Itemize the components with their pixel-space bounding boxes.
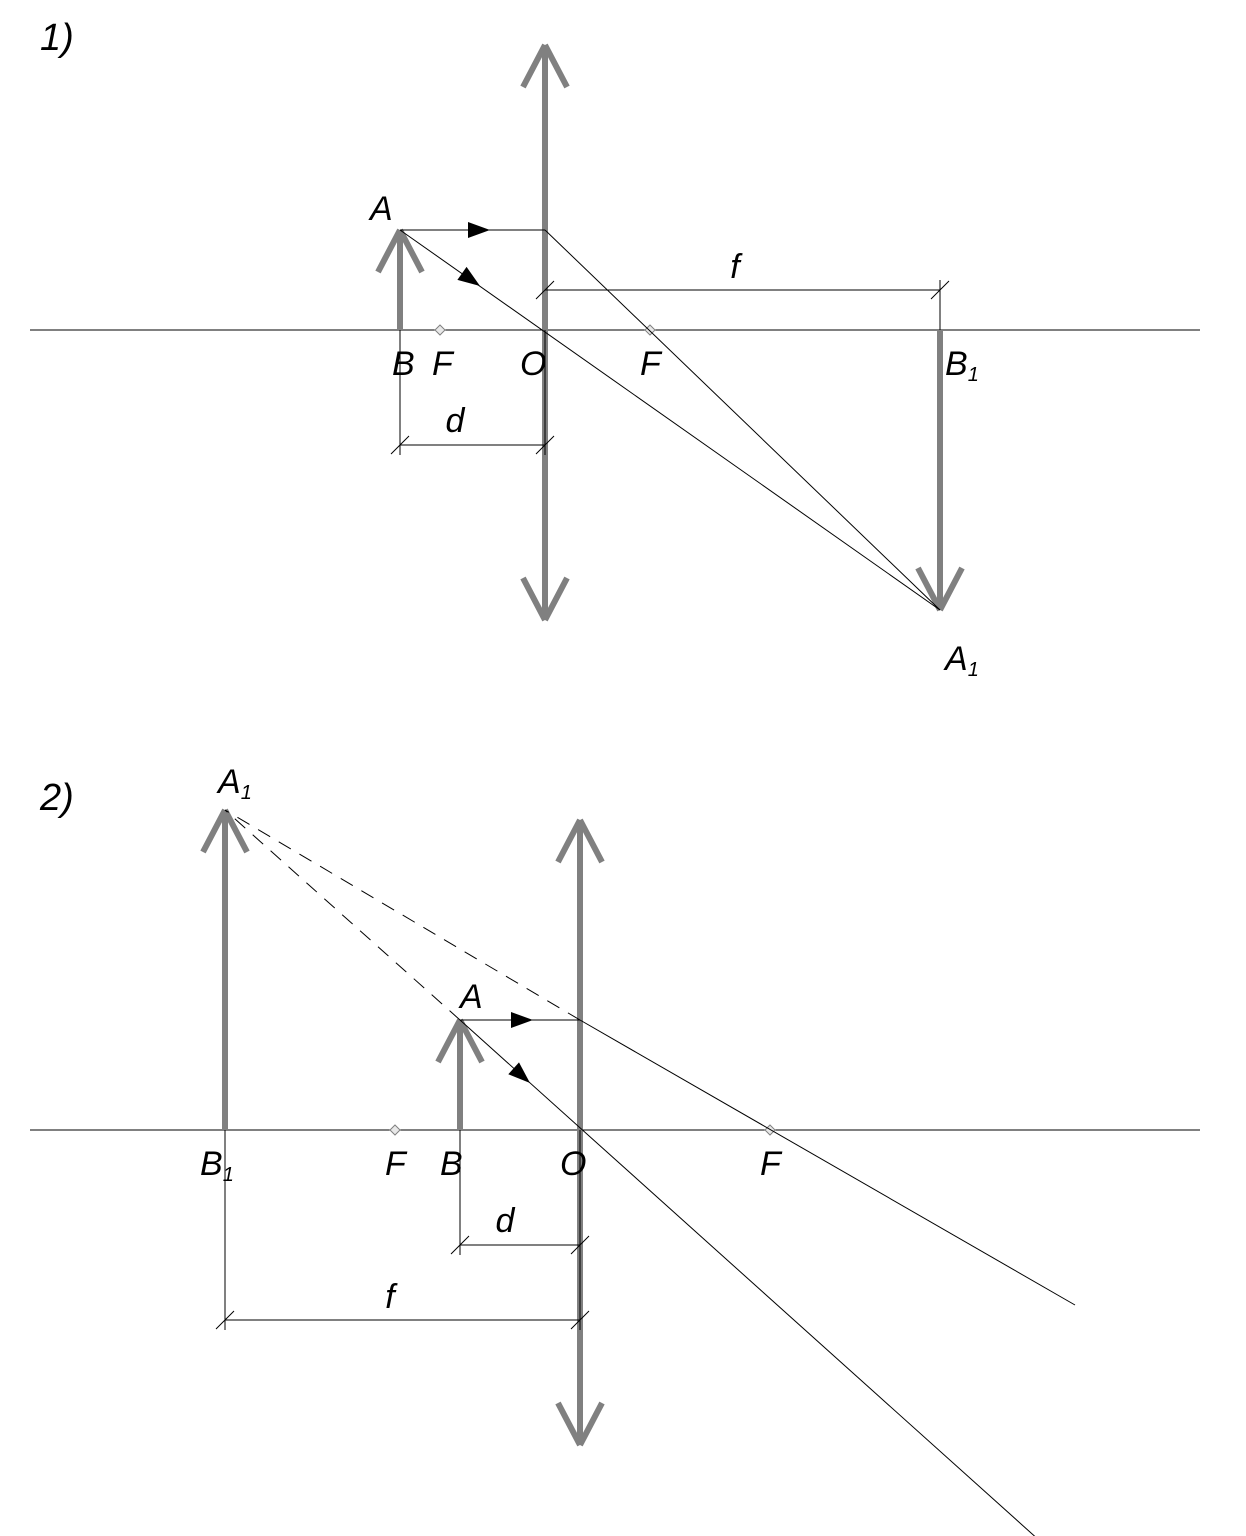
label-O: O [560, 1145, 586, 1183]
label-B1: B1 [200, 1145, 234, 1186]
svg-text:d: d [496, 1202, 516, 1240]
ray-arrowhead-icon [511, 1012, 533, 1028]
diagram-2: 2) F Fd f A B O B1 A1 [30, 763, 1200, 1536]
ray-arrowhead-icon [468, 222, 490, 238]
label-O: O [520, 345, 546, 383]
focal-point-label: F [760, 1145, 783, 1183]
optics-diagram-canvas: 1) F Fd f A B O B1 A1 2) F Fd f A B O B1 A1 [0, 0, 1246, 1536]
focal-point-icon [435, 325, 445, 335]
focal-point-label: F [385, 1145, 408, 1183]
diagram-1-title: 1) [40, 17, 74, 59]
ray-through-center [400, 230, 940, 610]
svg-text:f: f [730, 248, 743, 286]
diagram-1: 1) F Fd f A B O B1 A1 [30, 17, 1200, 681]
label-A: A [368, 190, 393, 228]
label-A1: A1 [216, 763, 252, 804]
ray-arrowhead-icon [457, 267, 484, 293]
ray-virtual-extension [225, 810, 580, 1020]
focal-point-icon [765, 1125, 775, 1135]
svg-text:f: f [385, 1278, 398, 1316]
label-A: A [458, 978, 483, 1016]
svg-text:d: d [446, 402, 466, 440]
focal-point-label: F [432, 345, 455, 383]
ray-arrowhead-icon [508, 1062, 535, 1089]
ray-through-center [460, 1020, 1050, 1536]
focal-point-icon [390, 1125, 400, 1135]
label-B: B [392, 345, 415, 383]
label-B: B [440, 1145, 463, 1183]
focal-point-icon [645, 325, 655, 335]
label-A1: A1 [943, 640, 979, 681]
label-B1: B1 [945, 345, 979, 386]
diagram-2-title: 2) [39, 777, 74, 819]
ray-refracted [545, 230, 940, 610]
ray-refracted [580, 1020, 1075, 1305]
ray-virtual-extension [225, 810, 460, 1020]
focal-point-label: F [640, 345, 663, 383]
